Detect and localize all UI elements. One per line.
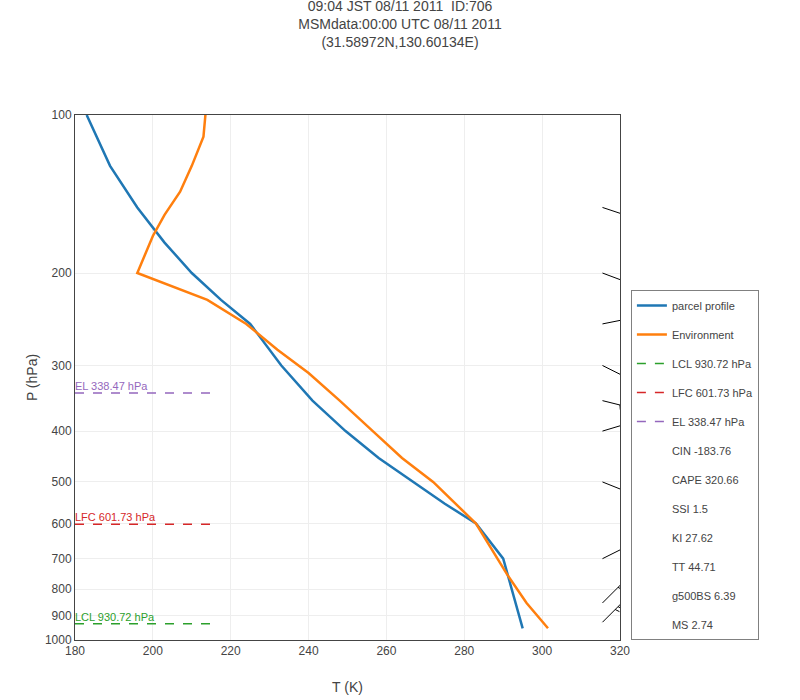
svg-text:09:04 JST 08/11 2011 ID:706MS: 09:04 JST 08/11 2011 ID:706MSMdata:00:00… — [298, 0, 502, 50]
svg-text:SSI 1.5: SSI 1.5 — [672, 503, 708, 515]
svg-text:1000: 1000 — [45, 633, 72, 647]
svg-text:240: 240 — [299, 644, 319, 658]
svg-text:MS 2.74: MS 2.74 — [672, 619, 713, 631]
svg-text:500: 500 — [52, 475, 72, 489]
svg-text:100: 100 — [52, 108, 72, 122]
svg-text:700: 700 — [52, 552, 72, 566]
svg-text:600: 600 — [52, 517, 72, 531]
svg-text:220: 220 — [221, 644, 241, 658]
svg-text:EL 338.47 hPa: EL 338.47 hPa — [672, 416, 745, 428]
svg-text:CAPE 320.66: CAPE 320.66 — [672, 474, 739, 486]
svg-text:280: 280 — [454, 644, 474, 658]
svg-text:300: 300 — [52, 359, 72, 373]
svg-text:Environment: Environment — [672, 329, 734, 341]
svg-text:900: 900 — [52, 609, 72, 623]
svg-text:200: 200 — [143, 644, 163, 658]
svg-text:320: 320 — [610, 644, 630, 658]
svg-text:parcel profile: parcel profile — [672, 300, 735, 312]
svg-text:LCL 930.72 hPa: LCL 930.72 hPa — [75, 611, 155, 623]
svg-text:CIN -183.76: CIN -183.76 — [672, 445, 731, 457]
svg-text:260: 260 — [376, 644, 396, 658]
svg-text:KI 27.62: KI 27.62 — [672, 532, 713, 544]
svg-text:200: 200 — [52, 266, 72, 280]
svg-text:LCL 930.72 hPa: LCL 930.72 hPa — [672, 358, 752, 370]
svg-text:800: 800 — [52, 582, 72, 596]
svg-text:g500BS 6.39: g500BS 6.39 — [672, 590, 736, 602]
svg-text:LFC 601.73 hPa: LFC 601.73 hPa — [75, 511, 156, 523]
svg-text:300: 300 — [532, 644, 552, 658]
svg-text:LFC 601.73 hPa: LFC 601.73 hPa — [672, 387, 753, 399]
svg-text:TT 44.71: TT 44.71 — [672, 561, 716, 573]
svg-text:P (hPa): P (hPa) — [24, 354, 40, 401]
svg-text:180: 180 — [65, 644, 85, 658]
svg-text:EL 338.47 hPa: EL 338.47 hPa — [75, 380, 148, 392]
svg-text:T (K): T (K) — [332, 679, 363, 695]
svg-text:400: 400 — [52, 424, 72, 438]
